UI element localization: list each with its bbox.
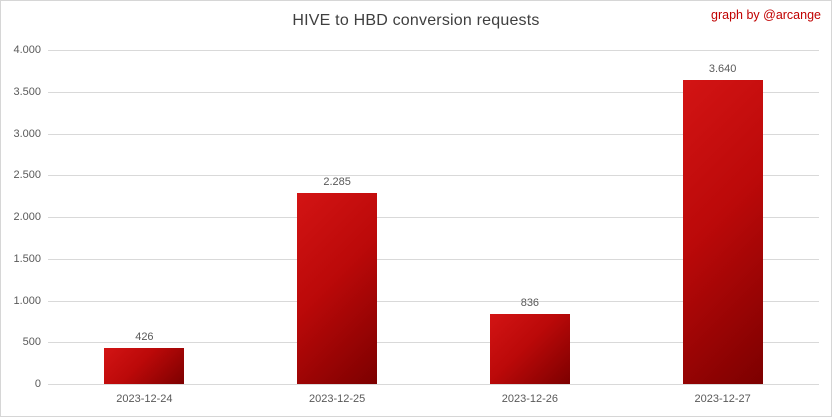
bar-value-label: 426 (135, 331, 154, 344)
bar-value-label: 2.285 (323, 176, 351, 189)
y-axis-tick-label: 2.000 (13, 211, 41, 223)
gridline (48, 300, 819, 302)
chart-title: HIVE to HBD conversion requests (292, 12, 540, 29)
gridline (48, 91, 819, 93)
x-axis-tick-label: 2023-12-27 (694, 393, 751, 405)
gridline (48, 384, 819, 385)
y-axis-tick-label: 500 (22, 336, 41, 349)
credit-text: graph by @arcange (711, 8, 821, 22)
y-axis-tick-label: 1.500 (13, 252, 41, 265)
bar-value-label: 3.640 (708, 63, 737, 76)
bar (297, 193, 378, 384)
gridline (48, 175, 819, 177)
gridline (48, 217, 819, 218)
x-axis-tick-label: 2023-12-25 (308, 393, 366, 405)
gridline (48, 50, 819, 51)
x-axis-tick-label: 2023-12-24 (116, 393, 173, 405)
bar (489, 314, 570, 384)
y-axis-tick-label: 4.000 (13, 44, 41, 56)
gridline (48, 342, 819, 344)
x-axis-tick-label: 2023-12-26 (501, 393, 559, 405)
y-axis-tick-label: 0 (34, 378, 41, 390)
y-axis-tick-label: 2.500 (13, 169, 41, 182)
bar-value-label: 836 (520, 297, 540, 310)
y-axis-tick-label: 3.000 (13, 127, 41, 140)
bar (104, 348, 185, 384)
bar (682, 80, 763, 384)
gridline (48, 133, 819, 135)
y-axis-tick-label: 1.000 (13, 294, 41, 307)
gridline (48, 258, 819, 260)
y-axis-tick-label: 3.500 (13, 85, 41, 98)
